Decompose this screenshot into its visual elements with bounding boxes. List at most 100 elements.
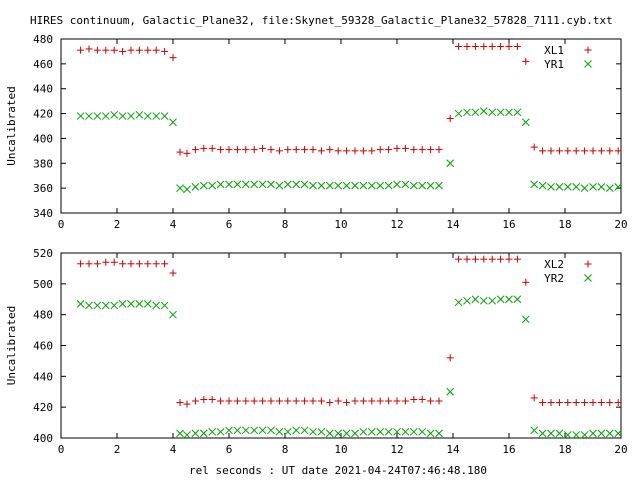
y-axis-label: Uncalibrated [5,86,18,165]
data-point [513,255,521,263]
legend-marker [584,274,592,282]
data-point [176,429,184,438]
data-point [471,295,480,304]
data-point [446,354,454,362]
data-point [435,146,443,154]
x-tick-label: 20 [614,218,627,231]
data-point [359,427,368,436]
data-point [233,146,241,154]
data-point [199,429,208,438]
data-point [143,300,152,308]
data-point [225,397,233,405]
data-point [597,183,606,191]
data-point [463,255,471,263]
legend-label: YR1 [544,58,564,71]
data-point [614,183,623,191]
data-point [547,429,555,438]
data-point [119,260,127,268]
data-point [480,42,488,50]
data-point [513,295,522,304]
data-point [522,57,530,65]
x-tick-label: 0 [58,218,65,231]
data-point [309,427,317,436]
data-point [614,429,623,438]
data-point [127,260,135,268]
data-point [367,181,376,190]
data-point [102,46,110,54]
data-point [93,301,102,310]
y-axis-label: Uncalibrated [5,306,18,385]
data-point [85,260,93,268]
data-point [455,255,463,263]
data-point [539,399,547,407]
data-point [110,258,118,266]
data-point [152,301,161,310]
data-point [597,147,605,155]
data-point [572,147,580,155]
y-tick-label: 340 [33,207,53,220]
data-point [572,183,581,191]
data-point [368,147,376,155]
data-point [258,426,267,435]
series-XL2 [77,255,622,408]
data-point [471,255,479,263]
data-point [267,180,275,189]
data-point [479,296,488,305]
data-point [283,427,292,436]
data-point [200,144,208,152]
data-point [564,147,572,155]
data-point [85,112,93,120]
data-point [208,395,216,403]
data-point [471,42,479,50]
data-point [169,269,177,277]
data-point [521,118,530,127]
x-tick-label: 14 [446,443,460,456]
data-point [225,180,233,189]
legend-marker [584,60,592,68]
data-point [614,147,622,155]
data-point [127,112,135,120]
data-point [334,181,343,190]
data-point [555,399,563,407]
data-point [258,180,267,189]
legend-marker [584,46,592,54]
data-point [242,146,250,154]
data-point [563,183,572,191]
data-point [496,295,505,304]
y-tick-label: 440 [33,83,53,96]
data-point [488,42,496,50]
data-point [309,397,317,405]
legend-label: XL2 [544,258,564,271]
x-tick-label: 16 [502,218,515,231]
data-point [426,429,435,438]
x-tick-label: 16 [502,443,515,456]
data-point [169,310,177,319]
data-point [135,46,143,54]
y-tick-label: 460 [33,58,53,71]
data-point [191,397,199,405]
data-point [183,149,191,157]
plot-frame [60,252,622,439]
data-point [401,144,409,152]
data-point [325,429,334,438]
x-tick-label: 4 [170,218,177,231]
data-point [284,397,292,405]
x-tick-label: 18 [558,218,571,231]
data-point [267,397,275,405]
data-point [393,144,401,152]
data-point [217,146,225,154]
data-point [152,112,161,120]
series-YR1 [76,107,623,194]
x-tick-label: 2 [114,443,121,456]
data-point [127,300,135,308]
data-point [93,112,102,120]
data-point [589,183,597,191]
data-point [401,427,410,436]
data-point [410,146,418,154]
data-point [530,180,539,189]
data-point [555,147,563,155]
data-point [454,109,463,118]
data-point [435,397,443,405]
data-point [393,427,401,436]
data-point [463,108,471,117]
